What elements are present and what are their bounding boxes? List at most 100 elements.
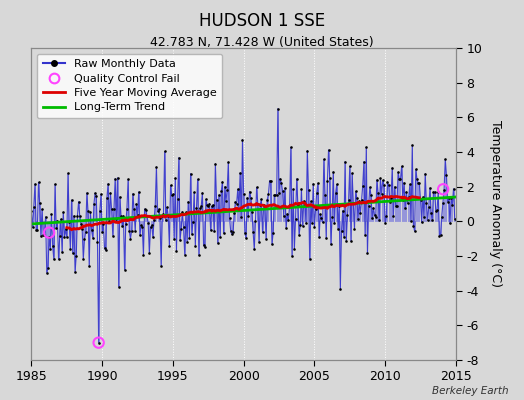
- Point: [303, 148, 311, 154]
- Point: [208, 203, 216, 210]
- Point: [283, 211, 291, 217]
- Point: [385, 182, 393, 188]
- Point: [292, 176, 301, 182]
- Point: [433, 207, 441, 214]
- Point: [110, 206, 118, 212]
- Point: [86, 208, 94, 215]
- Point: [347, 238, 355, 244]
- Point: [184, 198, 192, 205]
- Point: [259, 202, 268, 208]
- Point: [312, 190, 321, 196]
- Point: [79, 256, 88, 262]
- Point: [104, 181, 112, 187]
- Point: [225, 214, 234, 221]
- Point: [408, 142, 417, 148]
- Point: [191, 242, 200, 249]
- Point: [305, 256, 314, 262]
- Point: [423, 217, 432, 224]
- Point: [326, 241, 335, 248]
- Point: [343, 212, 352, 218]
- Point: [234, 186, 242, 192]
- Point: [430, 189, 439, 195]
- Point: [340, 233, 348, 240]
- Point: [97, 191, 105, 197]
- Point: [345, 163, 354, 170]
- Point: [300, 198, 308, 204]
- Point: [89, 234, 97, 241]
- Point: [188, 231, 196, 237]
- Point: [364, 203, 373, 210]
- Point: [84, 208, 92, 215]
- Point: [358, 182, 367, 189]
- Point: [272, 192, 281, 198]
- Point: [268, 241, 276, 248]
- Point: [244, 213, 253, 219]
- Point: [421, 170, 429, 177]
- Point: [154, 208, 162, 214]
- Point: [440, 186, 448, 193]
- Point: [69, 250, 77, 256]
- Point: [201, 244, 209, 250]
- Point: [137, 222, 145, 229]
- Point: [375, 217, 384, 223]
- Point: [159, 211, 168, 217]
- Point: [156, 214, 164, 221]
- Point: [212, 197, 221, 203]
- Point: [141, 207, 150, 213]
- Point: [52, 225, 60, 232]
- Point: [307, 198, 315, 204]
- Point: [367, 192, 375, 198]
- Point: [439, 200, 447, 206]
- Point: [330, 220, 339, 226]
- Point: [27, 208, 36, 214]
- Point: [56, 233, 64, 240]
- Point: [349, 200, 357, 206]
- Point: [121, 266, 129, 273]
- Point: [387, 195, 395, 201]
- Point: [111, 176, 119, 182]
- Point: [310, 223, 319, 230]
- Point: [202, 196, 210, 202]
- Point: [238, 137, 247, 143]
- Point: [386, 198, 394, 205]
- Point: [29, 204, 38, 210]
- Point: [376, 175, 385, 182]
- Point: [315, 234, 323, 240]
- Point: [435, 232, 443, 239]
- Point: [277, 180, 286, 186]
- Point: [380, 182, 388, 188]
- Point: [189, 219, 197, 225]
- Point: [185, 235, 193, 241]
- Point: [427, 210, 435, 216]
- Point: [172, 248, 181, 254]
- Point: [265, 178, 274, 184]
- Point: [337, 228, 346, 234]
- Point: [289, 186, 297, 193]
- Point: [442, 172, 451, 178]
- Point: [112, 216, 121, 223]
- Point: [438, 213, 446, 220]
- Point: [149, 234, 157, 240]
- Point: [80, 236, 89, 242]
- Point: [374, 190, 382, 196]
- Point: [37, 232, 45, 239]
- Point: [106, 190, 115, 196]
- Point: [422, 200, 431, 206]
- Point: [151, 202, 159, 209]
- Point: [90, 201, 98, 207]
- Point: [158, 213, 167, 220]
- Point: [73, 213, 82, 219]
- Point: [77, 220, 85, 227]
- Point: [160, 148, 169, 155]
- Point: [227, 231, 236, 238]
- Point: [194, 252, 203, 258]
- Point: [165, 242, 173, 249]
- Point: [72, 252, 80, 259]
- Point: [297, 186, 305, 192]
- Point: [57, 216, 65, 222]
- Point: [215, 192, 223, 198]
- Point: [319, 219, 327, 226]
- Point: [45, 234, 53, 241]
- Point: [352, 188, 360, 194]
- Point: [60, 234, 69, 241]
